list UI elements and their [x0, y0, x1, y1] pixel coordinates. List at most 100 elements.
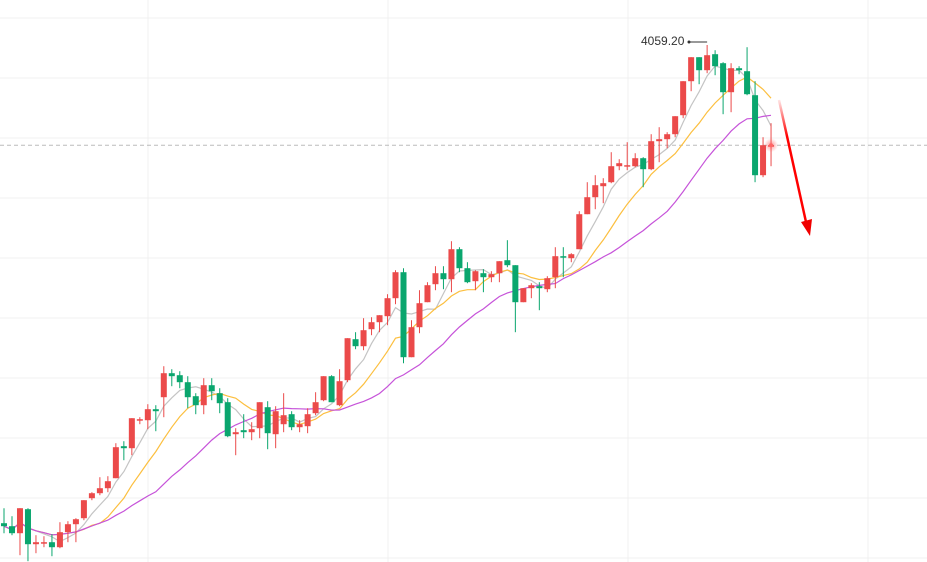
candle-down — [184, 382, 191, 398]
candle-down — [224, 402, 231, 437]
candle-up — [576, 214, 583, 250]
last-price-dot — [769, 143, 774, 148]
trend-arrow-shaft — [777, 99, 808, 223]
candle-up — [304, 414, 311, 427]
candle-down — [480, 273, 487, 278]
candle-up — [392, 272, 399, 299]
candle-up — [280, 415, 287, 425]
candle-down — [456, 249, 463, 269]
candle-down — [352, 339, 359, 347]
candle-up — [296, 424, 303, 428]
candle-up — [448, 249, 455, 280]
candle-down — [24, 509, 31, 545]
candle-up — [600, 183, 607, 187]
candle-up — [544, 278, 551, 290]
candle-down — [464, 268, 471, 283]
candle-down — [48, 542, 55, 548]
candle-up — [144, 409, 151, 421]
candle-up — [160, 373, 167, 398]
candle-up — [336, 381, 343, 406]
ma20-line — [3, 114, 772, 536]
candle-up — [360, 330, 367, 347]
candle-up — [472, 271, 479, 282]
candle-down — [288, 414, 295, 428]
candle-down — [560, 256, 567, 258]
candle-down — [440, 273, 447, 280]
candle-up — [344, 338, 351, 381]
candle-down — [192, 396, 199, 406]
candle-up — [520, 288, 527, 303]
candle-up — [368, 322, 375, 330]
candle-down — [328, 376, 335, 403]
candle-up — [688, 57, 695, 82]
candle-up — [496, 261, 503, 274]
candle-down — [240, 430, 247, 433]
candle-up — [384, 298, 391, 317]
candle-up — [320, 376, 327, 401]
candle-up — [376, 315, 383, 323]
candle-up — [256, 402, 263, 429]
candle-up — [80, 500, 87, 519]
candle-down — [120, 446, 127, 449]
candle-down — [736, 68, 743, 71]
candle-up — [128, 418, 135, 449]
candle-up — [528, 285, 535, 289]
candle-down — [216, 393, 223, 404]
candle-up — [248, 429, 255, 433]
candle-up — [656, 139, 663, 142]
candle-up — [136, 419, 143, 421]
max-price-label: 4059.20 — [641, 34, 685, 48]
candle-down — [752, 95, 759, 176]
candle-down — [1, 523, 7, 527]
candle-down — [720, 63, 727, 93]
candle-up — [592, 185, 599, 198]
candle-up — [672, 116, 679, 135]
candle-down — [400, 272, 407, 358]
candle-up — [608, 166, 615, 183]
candle-up — [424, 285, 431, 303]
candle-up — [40, 542, 47, 544]
candle-down — [176, 375, 183, 383]
max-label-dot — [687, 40, 691, 44]
candle-up — [632, 158, 639, 167]
candle-up — [72, 519, 79, 525]
candle-down — [640, 158, 647, 170]
candle-up — [408, 327, 415, 358]
candle-up — [648, 141, 655, 170]
candle-down — [504, 260, 511, 266]
candle-up — [616, 163, 623, 167]
candle-up — [552, 256, 559, 278]
candle-down — [168, 373, 175, 377]
candle-up — [96, 488, 103, 494]
candle-up — [88, 493, 95, 499]
candle-up — [112, 447, 119, 479]
candle-up — [16, 508, 23, 534]
candle-up — [64, 524, 71, 533]
candle-up — [56, 532, 63, 548]
candle-up — [272, 411, 279, 435]
candle-up — [312, 402, 319, 414]
candle-up — [664, 134, 671, 140]
candle-up — [584, 197, 591, 215]
candle-up — [32, 542, 39, 545]
candle-down — [264, 407, 271, 434]
candle-up — [488, 274, 495, 278]
candle-up — [680, 81, 687, 116]
candle-down — [696, 57, 703, 71]
candle-up — [624, 165, 631, 167]
candle-up — [704, 55, 711, 71]
candle-up — [416, 303, 423, 328]
candle-up — [200, 385, 207, 406]
candle-down — [208, 385, 215, 392]
candle-down — [744, 71, 751, 95]
candle-up — [432, 273, 439, 285]
candle-up — [232, 432, 239, 435]
trend-arrow-head-icon — [801, 219, 812, 236]
candle-up — [728, 68, 735, 93]
candle-up — [568, 254, 575, 259]
candle-up — [104, 481, 111, 489]
candle-down — [712, 54, 719, 67]
candle-down — [536, 286, 543, 289]
candle-down — [512, 265, 519, 303]
